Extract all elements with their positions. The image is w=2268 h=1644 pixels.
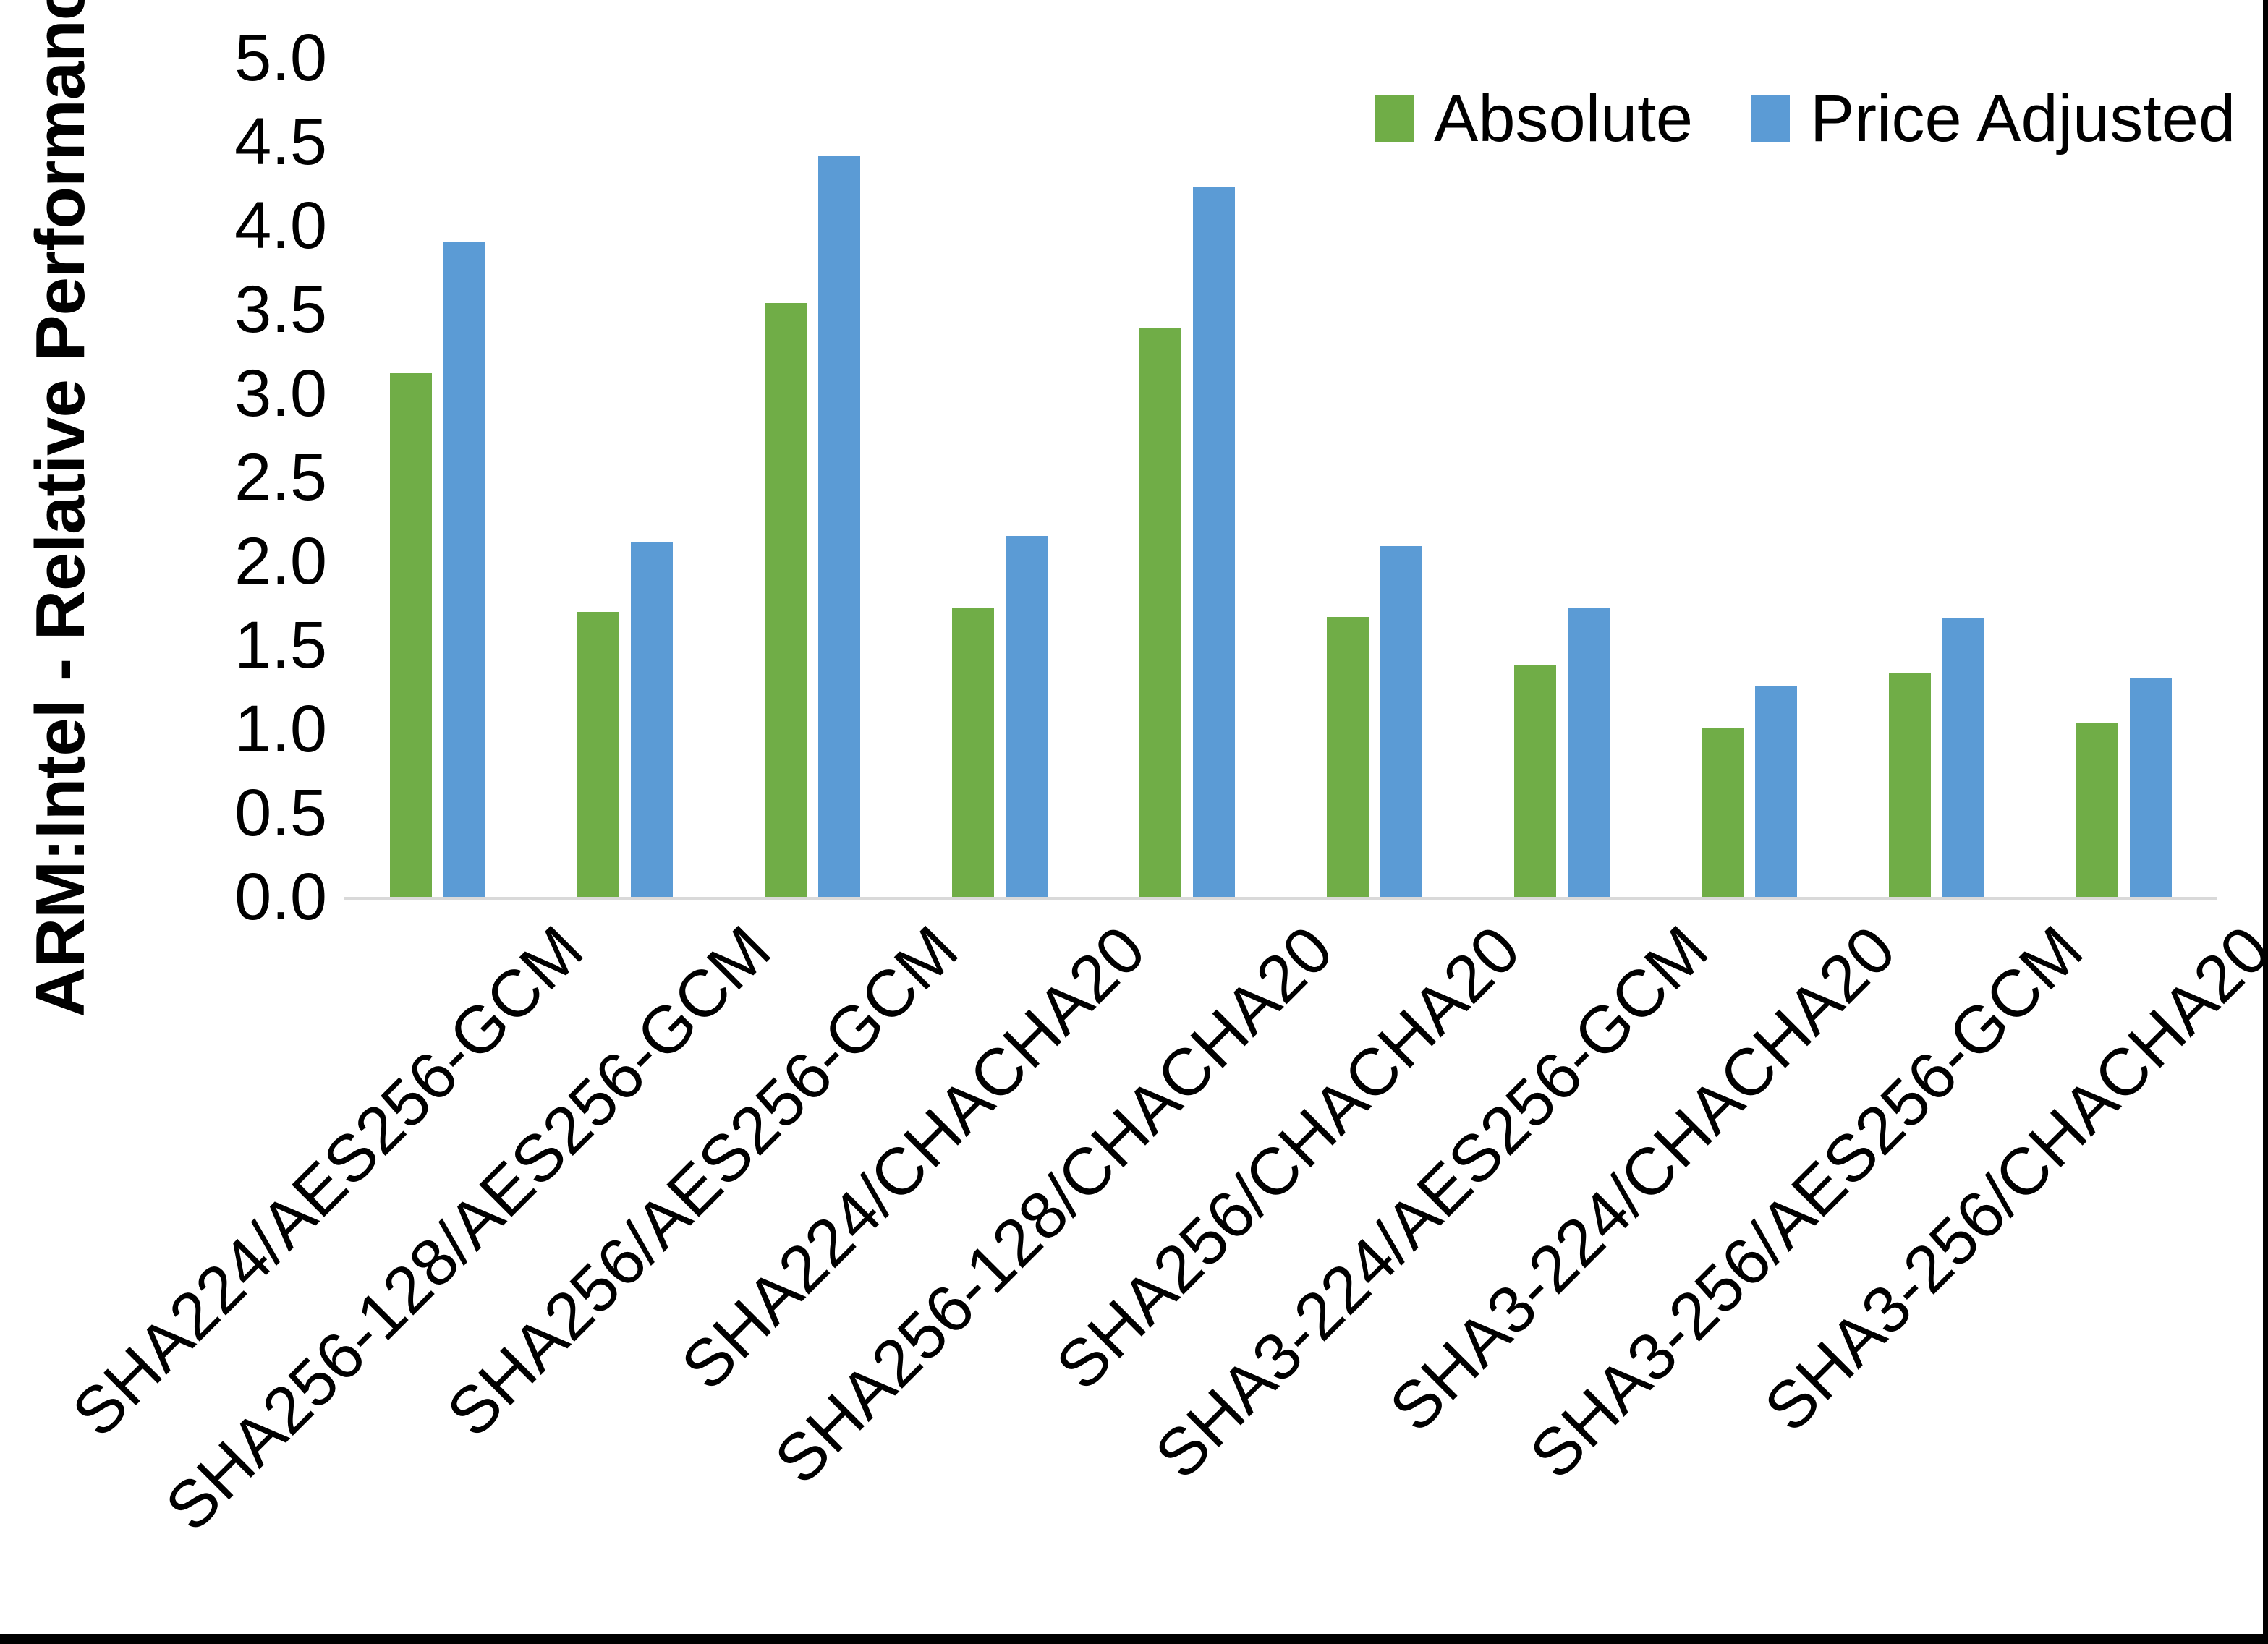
- y-tick-label: 1.0: [234, 692, 327, 766]
- bar-price-adjusted: [2130, 678, 2172, 897]
- bar-absolute: [765, 303, 807, 897]
- bar-price-adjusted: [1380, 546, 1422, 897]
- bar-price-adjusted: [1193, 187, 1235, 897]
- y-tick-label: 5.0: [234, 21, 327, 95]
- window-border-right: [2263, 0, 2268, 1644]
- bar-absolute: [577, 612, 619, 897]
- y-tick-label: 3.0: [234, 357, 327, 430]
- window-border-bottom: [0, 1634, 2268, 1644]
- bar-price-adjusted: [1568, 608, 1610, 897]
- y-tick-label: 2.0: [234, 524, 327, 598]
- bar-absolute: [2076, 723, 2118, 897]
- bar-absolute: [1327, 617, 1369, 897]
- bar-absolute: [952, 608, 994, 897]
- bar-price-adjusted: [1006, 536, 1048, 897]
- y-axis-title: ARM:Intel - Relative Performance: [22, 0, 99, 1018]
- legend-label-price-adjusted: Price Adjusted: [1810, 82, 2236, 156]
- bar-absolute: [1139, 328, 1181, 897]
- bar-price-adjusted: [1942, 618, 1984, 897]
- bar-price-adjusted: [443, 242, 485, 897]
- legend-swatch-price-adjusted: [1751, 95, 1790, 142]
- bar-price-adjusted: [818, 156, 860, 897]
- legend-label-absolute: Absolute: [1434, 82, 1694, 156]
- bar-absolute: [1702, 728, 1744, 897]
- bar-price-adjusted: [1755, 686, 1797, 897]
- y-tick-label: 0.5: [234, 776, 327, 850]
- legend-entry-absolute: Absolute: [1375, 81, 1693, 156]
- y-tick-label: 2.5: [234, 440, 327, 514]
- legend-entry-price-adjusted: Price Adjusted: [1751, 81, 2235, 156]
- bar-price-adjusted: [631, 542, 673, 897]
- y-tick-label: 0.0: [234, 860, 327, 934]
- y-tick-label: 4.5: [234, 105, 327, 179]
- y-tick-label: 1.5: [234, 608, 327, 682]
- bar-absolute: [390, 373, 432, 897]
- legend-swatch-absolute: [1375, 95, 1414, 142]
- y-tick-label: 3.5: [234, 273, 327, 346]
- bar-absolute: [1514, 665, 1556, 897]
- bar-absolute: [1889, 673, 1931, 897]
- x-axis-line: [344, 897, 2217, 900]
- y-tick-label: 4.0: [234, 189, 327, 263]
